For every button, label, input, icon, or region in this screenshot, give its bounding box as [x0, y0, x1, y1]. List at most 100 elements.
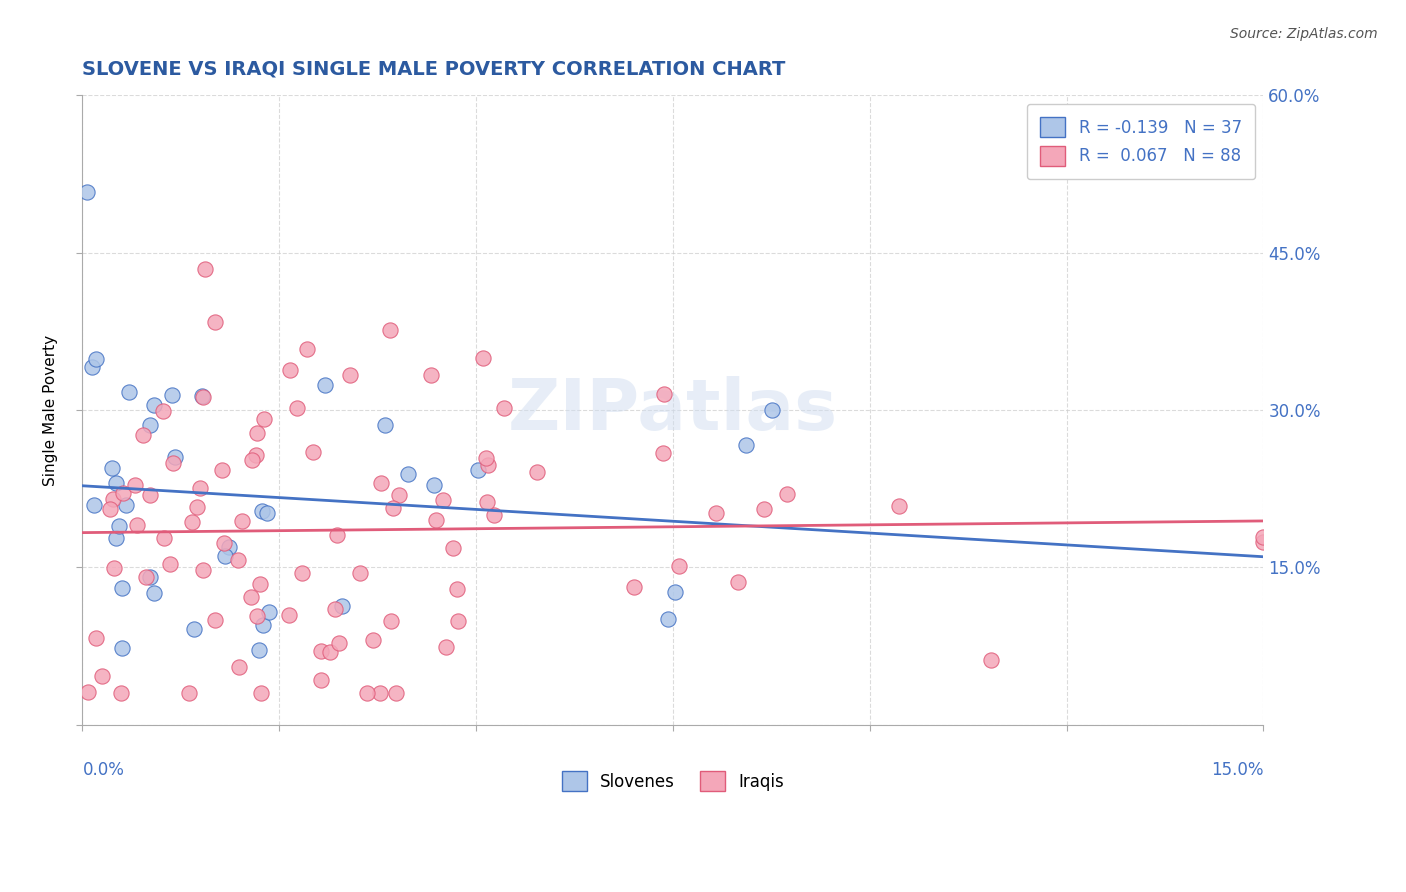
Point: [482, 508, 505, 522]
Point: [363, 632, 385, 647]
Point: [194, 261, 217, 276]
Point: [76, 185, 98, 199]
Point: [218, 541, 240, 555]
Point: [247, 643, 270, 657]
Point: [214, 549, 236, 563]
Point: [153, 531, 176, 545]
Text: ZIPatlas: ZIPatlas: [508, 376, 838, 444]
Point: [250, 686, 273, 700]
Point: [177, 686, 200, 700]
Point: [204, 613, 226, 627]
Point: [887, 499, 910, 513]
Point: [115, 498, 138, 512]
Point: [356, 686, 378, 700]
Point: [668, 559, 690, 574]
Point: [240, 590, 263, 604]
Point: [278, 363, 301, 377]
Point: [423, 477, 446, 491]
Point: [252, 618, 274, 632]
Point: [240, 452, 263, 467]
Point: [183, 622, 205, 636]
Point: [374, 418, 396, 433]
Point: [135, 570, 157, 584]
Point: [349, 566, 371, 580]
Point: [432, 492, 454, 507]
Point: [142, 398, 165, 412]
Point: [226, 553, 249, 567]
Point: [441, 541, 464, 556]
Point: [191, 563, 214, 577]
Point: [323, 602, 346, 616]
Point: [204, 315, 226, 329]
Point: [98, 501, 121, 516]
Point: [388, 488, 411, 502]
Point: [80, 359, 103, 374]
Point: [368, 686, 391, 700]
Point: [494, 401, 516, 416]
Point: [330, 599, 353, 614]
Point: [108, 518, 131, 533]
Point: [277, 607, 299, 622]
Point: [104, 476, 127, 491]
Point: [118, 385, 141, 400]
Point: [253, 411, 276, 425]
Point: [425, 513, 447, 527]
Point: [86, 631, 108, 645]
Point: [250, 504, 273, 518]
Point: [83, 498, 105, 512]
Point: [132, 427, 155, 442]
Point: [110, 686, 132, 700]
Point: [314, 378, 336, 392]
Point: [309, 643, 332, 657]
Point: [291, 566, 314, 580]
Point: [467, 463, 489, 477]
Point: [139, 417, 162, 432]
Point: [326, 527, 349, 541]
Point: [257, 605, 280, 619]
Point: [101, 461, 124, 475]
Point: [302, 445, 325, 459]
Point: [526, 466, 548, 480]
Legend: Slovenes, Iraqis: Slovenes, Iraqis: [555, 764, 790, 798]
Point: [380, 323, 402, 337]
Point: [101, 491, 124, 506]
Point: [734, 438, 756, 452]
Point: [111, 486, 134, 500]
Point: [471, 351, 494, 366]
Point: [188, 481, 211, 495]
Point: [704, 506, 727, 520]
Point: [980, 653, 1002, 667]
Point: [256, 506, 278, 520]
Point: [104, 531, 127, 545]
Point: [159, 557, 181, 571]
Point: [285, 401, 308, 415]
Point: [1253, 530, 1275, 544]
Point: [90, 669, 112, 683]
Point: [657, 612, 679, 626]
Point: [385, 686, 408, 700]
Point: [228, 659, 250, 673]
Point: [475, 495, 498, 509]
Point: [446, 582, 468, 596]
Point: [125, 518, 148, 533]
Point: [1253, 534, 1275, 549]
Point: [434, 640, 457, 654]
Point: [370, 476, 392, 491]
Point: [124, 478, 146, 492]
Y-axis label: Single Male Poverty: Single Male Poverty: [44, 334, 58, 485]
Point: [623, 580, 645, 594]
Point: [652, 387, 675, 401]
Point: [162, 456, 184, 470]
Text: 15.0%: 15.0%: [1211, 761, 1264, 779]
Point: [664, 585, 686, 599]
Point: [447, 614, 470, 628]
Point: [191, 389, 214, 403]
Point: [152, 403, 174, 417]
Point: [246, 609, 269, 624]
Point: [754, 501, 776, 516]
Point: [311, 673, 333, 687]
Point: [139, 570, 162, 584]
Point: [761, 402, 783, 417]
Point: [419, 368, 441, 382]
Point: [231, 514, 253, 528]
